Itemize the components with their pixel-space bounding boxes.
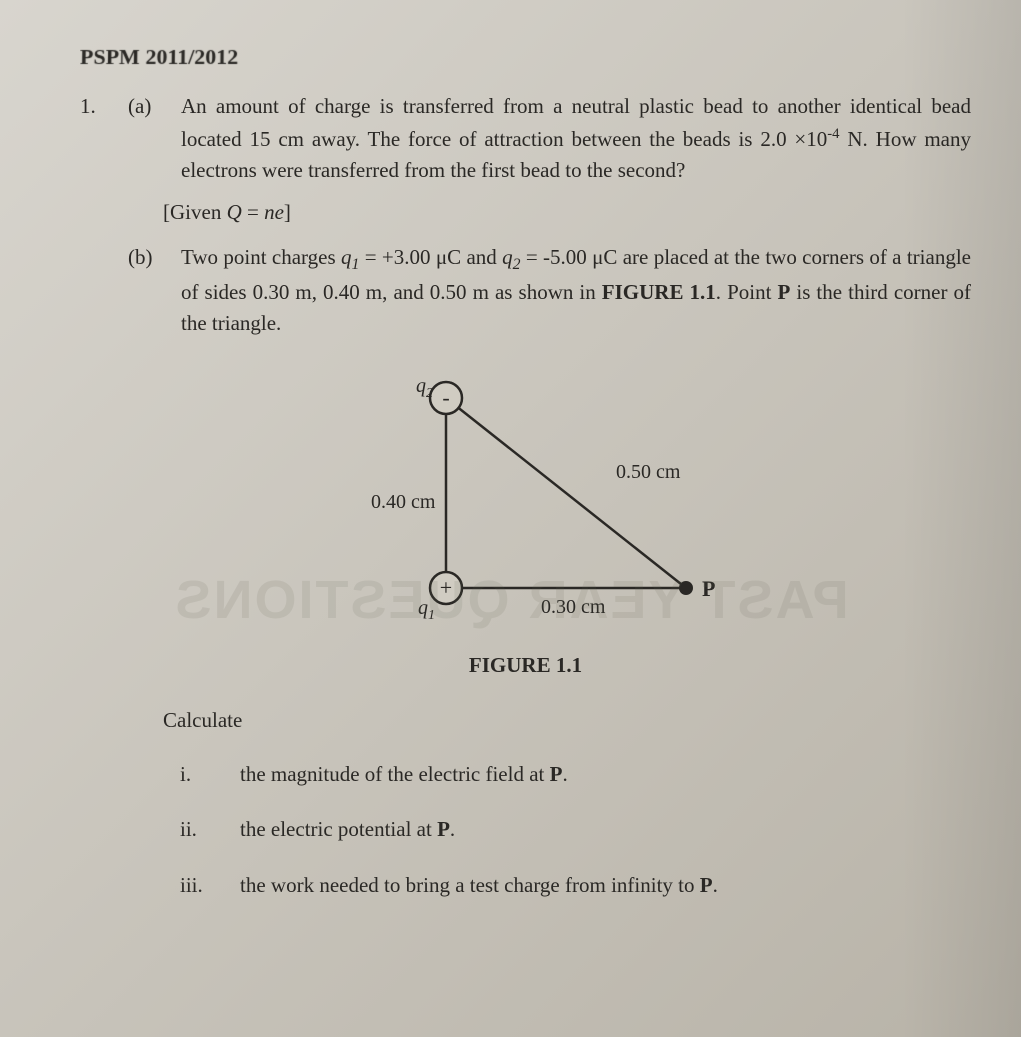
svg-text:P: P [702,576,715,601]
siii-t1: the work needed to bring a test charge f… [240,873,700,897]
svg-text:0.30 cm: 0.30 cm [541,596,606,618]
given-line: [Given Q = ne] [163,197,971,229]
pa-exp: -4 [827,126,839,142]
subq-iii-num: iii. [180,870,220,902]
pb-p: P [777,280,790,304]
given-eq: = [242,200,264,224]
subq-i-text: the magnitude of the electric field at P… [240,759,568,791]
siii-t2: . [713,873,718,897]
pb-t1: Two point charges [181,245,341,269]
sii-p: P [437,817,450,841]
question-1a: 1. (a) An amount of charge is transferre… [80,91,971,187]
question-1b: (b) Two point charges q1 = +3.00 μC and … [128,242,971,340]
svg-text:q2: q2 [416,375,433,401]
given-suffix: ] [284,200,291,224]
given-var: Q [227,200,242,224]
svg-text:+: + [439,575,451,600]
siii-p: P [700,873,713,897]
part-label-a: (a) [128,91,163,187]
si-t1: the magnitude of the electric field at [240,762,550,786]
given-prefix: [Given [163,200,227,224]
pb-q1val: = +3.00 μC and [359,245,502,269]
svg-text:0.40 cm: 0.40 cm [371,491,436,513]
part-label-b: (b) [128,242,163,340]
subq-iii: iii. the work needed to bring a test cha… [180,870,971,902]
svg-text:q1: q1 [418,597,435,623]
pb-q2v: q [502,245,513,269]
svg-text:0.50 cm: 0.50 cm [616,461,681,483]
sii-t2: . [450,817,455,841]
pb-figref: FIGURE 1.1 [602,280,716,304]
subq-iii-text: the work needed to bring a test charge f… [240,870,718,902]
triangle-diagram: 0.40 cm 0.30 cm 0.50 cm -q2 +q1 P [316,358,736,638]
subq-ii-num: ii. [180,814,220,846]
subq-i-num: i. [180,759,220,791]
pb-q1v: q [341,245,352,269]
sii-t1: the electric potential at [240,817,437,841]
question-number: 1. [80,91,110,187]
part-b-text: Two point charges q1 = +3.00 μC and q2 =… [181,242,971,340]
si-p: P [550,762,563,786]
part-a-text: An amount of charge is transferred from … [181,91,971,187]
exam-header: PSPM 2011/2012 [80,40,972,73]
figure-1-1: 0.40 cm 0.30 cm 0.50 cm -q2 +q1 P FIGURE 1.1 [80,358,971,682]
calculate-label: Calculate [163,705,971,737]
subq-ii-text: the electric potential at P. [240,814,455,846]
subq-i: i. the magnitude of the electric field a… [180,759,971,791]
si-t2: . [562,762,567,786]
pb-t2: . Point [716,280,778,304]
subq-ii: ii. the electric potential at P. [180,814,971,846]
given-rhs: ne [264,200,284,224]
svg-text:-: - [442,385,449,410]
figure-caption: FIGURE 1.1 [469,650,582,682]
